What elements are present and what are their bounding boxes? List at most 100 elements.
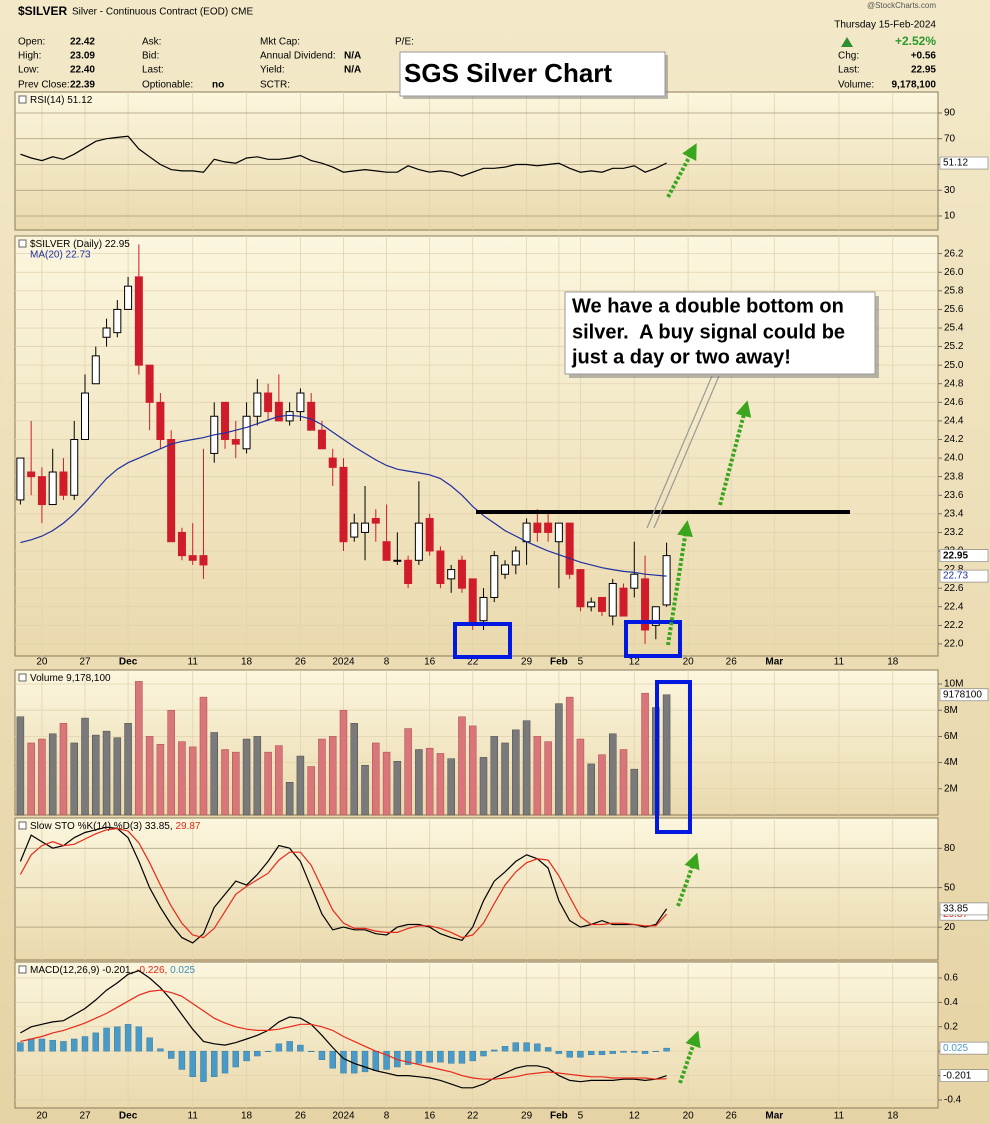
x-tick-label: 5 <box>578 657 584 668</box>
x-tick-label: 11 <box>188 657 199 668</box>
candle-body <box>317 429 326 450</box>
histogram-bar <box>620 1050 627 1053</box>
candle-body <box>274 401 283 422</box>
field-value: 22.95 <box>911 65 936 76</box>
volume-bar <box>608 733 617 816</box>
histogram-bar <box>254 1050 261 1057</box>
histogram-bar <box>555 1050 563 1054</box>
x-tick-label: 16 <box>424 1111 436 1122</box>
volume-bar <box>619 749 628 816</box>
volume-bar <box>221 749 229 816</box>
candle-body <box>199 555 208 566</box>
y-tick-label: 24.6 <box>944 397 964 408</box>
panels: 10 30 50 70 90 RSI(14) 51.12 51.12 22.0 22.2 22.4… <box>14 91 989 1122</box>
histogram-bar <box>124 1024 132 1052</box>
volume-bar <box>512 729 520 816</box>
candle-body <box>27 471 36 478</box>
green-arrow <box>666 520 693 646</box>
candle-body <box>188 555 197 561</box>
candle-body <box>371 517 380 524</box>
field-label: P/E: <box>395 37 414 48</box>
volume-bar <box>48 733 57 816</box>
callout-box <box>564 291 876 375</box>
legend-text: MACD(12,26,9) -0.201, <box>30 965 133 976</box>
series-line <box>19 827 668 939</box>
histogram-bar <box>480 1050 487 1057</box>
field-label: Last: <box>142 65 164 76</box>
histogram-bar <box>491 1049 498 1052</box>
volume-bar <box>135 681 143 816</box>
candle-body <box>468 578 477 626</box>
last-value-label: 22.73 <box>943 571 968 582</box>
histogram-bar <box>60 1041 67 1052</box>
green-arrow <box>718 400 752 506</box>
histogram-bar <box>641 1050 649 1054</box>
y-tick-label: -0.4 <box>944 1095 962 1106</box>
volume-box <box>655 680 692 834</box>
x-tick-label: 18 <box>241 657 253 668</box>
histogram-bar <box>49 1039 56 1052</box>
volume-bar <box>328 736 337 816</box>
bottom-box <box>453 622 512 659</box>
field-value: 23.09 <box>70 51 95 62</box>
histogram-bar <box>404 1050 412 1065</box>
volume-bar <box>393 761 402 816</box>
candle-body <box>167 438 176 543</box>
y-tick-label: 23.2 <box>944 527 964 538</box>
field-label: Chg: <box>838 51 859 62</box>
legend-text: 29.87 <box>175 821 200 832</box>
legend-text: 0.025 <box>170 965 195 976</box>
volume-bar <box>425 747 434 816</box>
field-label: Annual Dividend: <box>260 51 336 62</box>
candle-body <box>339 466 348 543</box>
volume-bar <box>382 751 391 816</box>
histogram-bar <box>167 1050 175 1059</box>
candle-body <box>102 327 111 338</box>
volume-bar <box>587 763 595 816</box>
volume-bar <box>350 723 359 816</box>
annotations: SGS Silver Chart We have a double bottom… <box>399 51 879 1084</box>
legend-icon <box>18 239 27 248</box>
y-tick-label: 6M <box>944 731 958 742</box>
volume-bar <box>533 736 542 816</box>
field-label: Mkt Cap: <box>260 37 300 48</box>
histogram-bar <box>631 1050 638 1053</box>
y-tick-label: 0.6 <box>944 973 958 984</box>
last-value-box <box>939 156 989 170</box>
field-value: 9,178,100 <box>892 80 937 91</box>
histogram-bar <box>114 1026 121 1052</box>
histogram-bar <box>340 1050 347 1074</box>
title-box-text: SGS Silver Chart <box>404 58 612 88</box>
legend: RSI(14) 51.12 <box>30 95 93 106</box>
y-tick-label: 25.2 <box>944 341 964 352</box>
volume-bar <box>458 716 466 816</box>
x-tick-label: Dec <box>119 1111 138 1122</box>
y-tick-label: 4M <box>944 757 958 768</box>
y-tick-label: 25.4 <box>944 323 964 334</box>
histogram-bar <box>512 1042 520 1052</box>
x-tick-label: 20 <box>36 657 48 668</box>
x-tick-label: 29 <box>521 1111 533 1122</box>
field-label: Yield: <box>260 65 285 76</box>
candle-body <box>608 583 617 617</box>
candle-body <box>457 559 466 589</box>
watermark: @StockCharts.com <box>867 1 936 10</box>
y-tick-label: 8M <box>944 705 958 716</box>
histogram-bar <box>275 1043 283 1052</box>
histogram-bar <box>329 1050 336 1069</box>
y-tick-label: 0.4 <box>944 997 958 1008</box>
candle-body <box>113 308 122 334</box>
series-legend: MA(20) 22.73 <box>30 250 91 261</box>
candle-body <box>48 471 57 506</box>
last-value-box <box>939 902 989 916</box>
y-tick-label: 23.6 <box>944 490 964 501</box>
histogram-bar <box>663 1047 670 1052</box>
x-tick-label: 12 <box>629 1111 641 1122</box>
last-value-box <box>939 1069 989 1082</box>
volume-bar <box>565 696 574 816</box>
candle-body <box>231 438 240 445</box>
y-tick-label: 22.4 <box>944 601 964 612</box>
field-value: 22.42 <box>70 37 95 48</box>
series-line <box>19 826 668 944</box>
